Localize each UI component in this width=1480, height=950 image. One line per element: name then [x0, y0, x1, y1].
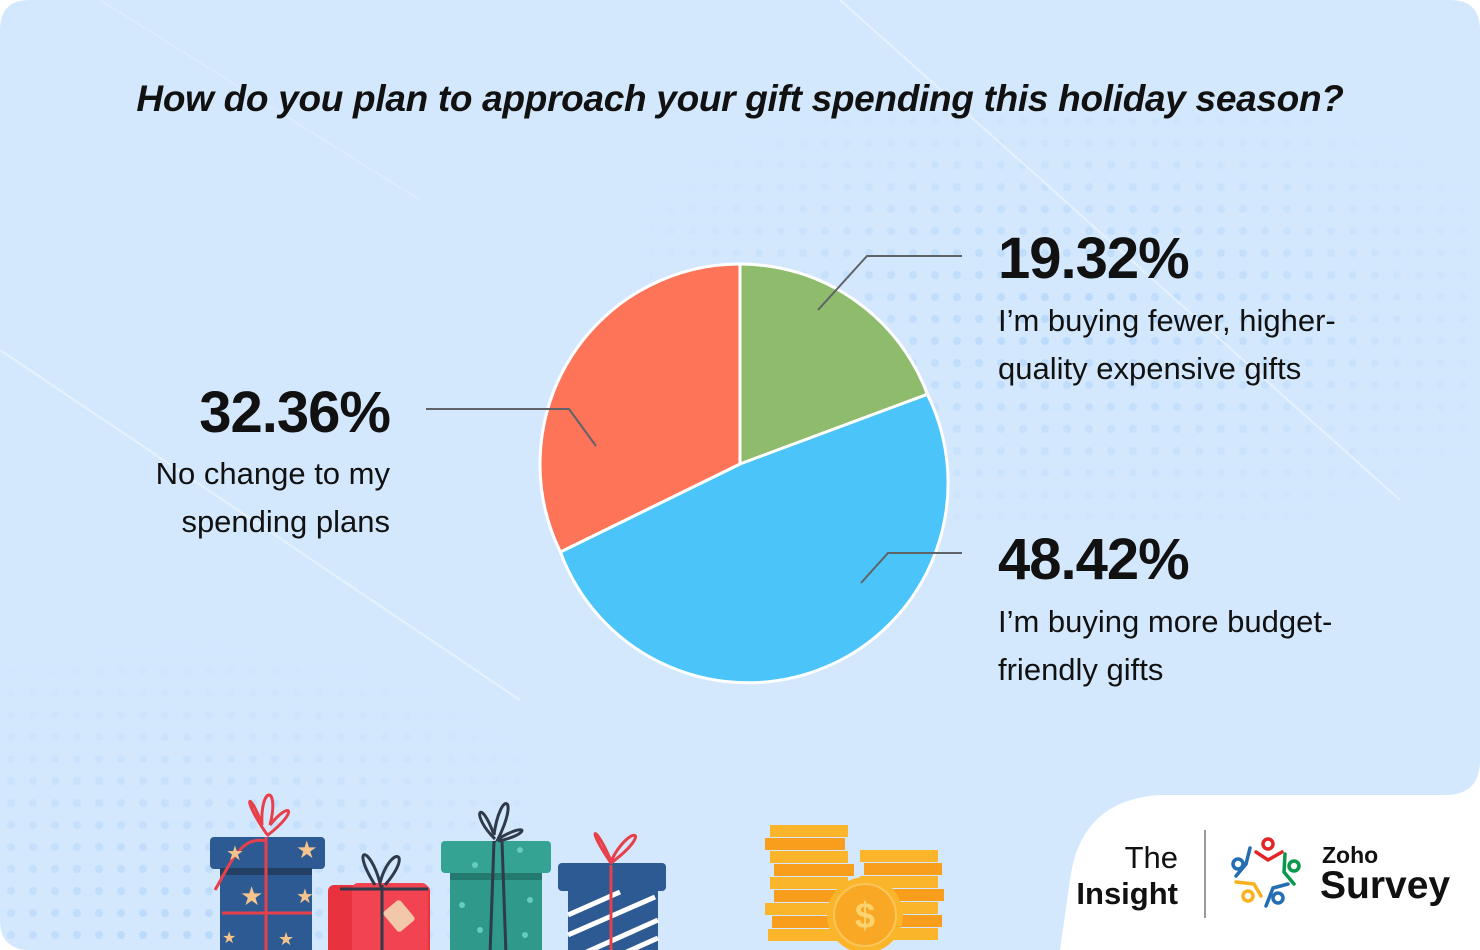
the-insight-logo-insight: Insight — [1076, 876, 1178, 911]
svg-text:★: ★ — [296, 886, 314, 908]
percent-fewer-expensive: 19.32% — [998, 226, 1190, 291]
leader-line-orange — [426, 408, 597, 447]
pie-slice-no-change[interactable] — [538, 262, 742, 555]
gift-icon — [328, 853, 430, 950]
svg-text:★: ★ — [296, 837, 318, 864]
logo-divider — [1204, 830, 1206, 918]
gift-icon — [558, 832, 666, 950]
label-no-change-line1: No change to my — [155, 456, 390, 491]
label-no-change-line2: spending plans — [181, 504, 390, 539]
svg-text:★: ★ — [222, 930, 236, 947]
percent-no-change: 32.36% — [199, 380, 391, 445]
svg-text:★: ★ — [226, 843, 244, 865]
zoho-survey-logo-icon — [1231, 837, 1301, 908]
chart-title: How do you plan to approach your gift sp… — [136, 78, 1344, 119]
gift-icon — [441, 802, 551, 950]
the-insight-logo: The Insight — [1040, 840, 1178, 912]
zoho-wordmark: Zoho — [1322, 842, 1379, 868]
label-budget-friendly-line2: friendly gifts — [998, 652, 1164, 687]
coin-stack-illustration: $ — [765, 825, 944, 950]
leader-line-blue — [860, 552, 962, 584]
svg-text:★: ★ — [240, 881, 263, 911]
gift-icon: ★ ★ ★ ★ ★ ★ — [210, 793, 325, 950]
leader-line-green — [817, 255, 962, 311]
the-insight-logo-the: The — [1124, 840, 1178, 875]
coins-icon: $ — [765, 825, 944, 950]
gift-boxes-illustration: ★ ★ ★ ★ ★ ★ — [210, 793, 666, 950]
svg-text:$: $ — [855, 895, 875, 936]
svg-text:★: ★ — [278, 929, 294, 949]
label-fewer-expensive-line2: quality expensive gifts — [998, 351, 1302, 386]
pie-slice-fewer-expensive[interactable] — [738, 262, 930, 467]
pie-slice-budget-friendly[interactable] — [558, 392, 950, 685]
survey-wordmark: Survey — [1320, 864, 1451, 907]
label-budget-friendly-line1: I’m buying more budget- — [998, 604, 1333, 639]
percent-budget-friendly: 48.42% — [998, 527, 1190, 592]
label-fewer-expensive-line1: I’m buying fewer, higher- — [998, 303, 1336, 338]
